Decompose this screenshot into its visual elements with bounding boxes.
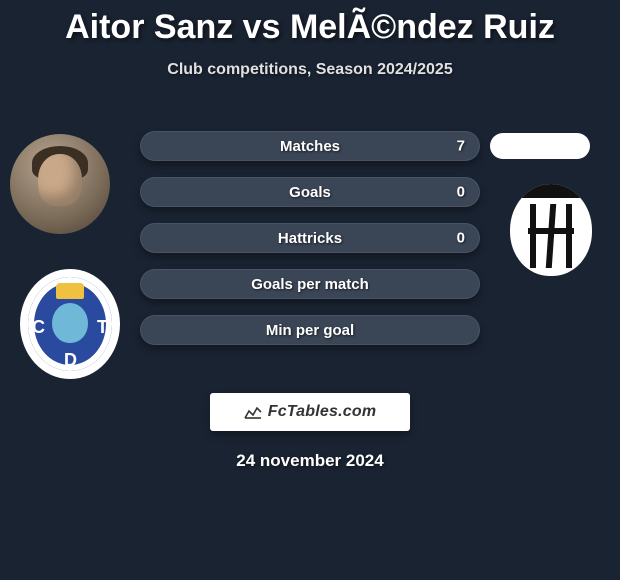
stat-value: 7 <box>457 138 465 155</box>
branding-bar[interactable]: FcTables.com <box>210 393 410 431</box>
club-logo-left: C T D <box>20 269 120 379</box>
stat-value: 0 <box>457 230 465 247</box>
club-letter-t: T <box>97 317 108 338</box>
branding-text: FcTables.com <box>268 403 377 421</box>
stat-label: Hattricks <box>278 230 342 247</box>
player-left-avatar <box>10 134 110 234</box>
stat-row-goals-per-match: Goals per match <box>140 269 480 299</box>
stat-label: Matches <box>280 138 340 155</box>
club-logo-right <box>510 184 592 276</box>
stat-row-matches: Matches 7 <box>140 131 480 161</box>
crown-icon <box>56 283 84 299</box>
subtitle: Club competitions, Season 2024/2025 <box>0 61 620 79</box>
club-letter-d: D <box>64 350 77 371</box>
stat-bars: Matches 7 Goals 0 Hattricks 0 Goals per … <box>140 131 480 361</box>
stripe-icon <box>566 204 572 268</box>
player-right-avatar <box>490 133 590 159</box>
stat-label: Goals <box>289 184 331 201</box>
stripe-icon <box>528 228 574 234</box>
chart-icon <box>244 405 262 419</box>
page-title: Aitor Sanz vs MelÃ©ndez Ruiz <box>0 0 620 47</box>
stat-row-hattricks: Hattricks 0 <box>140 223 480 253</box>
stat-label: Min per goal <box>266 322 354 339</box>
stat-label: Goals per match <box>251 276 369 293</box>
stat-value: 0 <box>457 184 465 201</box>
bat-wing-icon <box>514 184 588 198</box>
stripe-icon <box>530 204 536 268</box>
comparison-panel: C T D Matches 7 Goals 0 Hattricks 0 Goal… <box>0 109 620 389</box>
club-letter-c: C <box>32 317 45 338</box>
stripe-icon <box>546 204 556 268</box>
date-label: 24 november 2024 <box>0 451 620 471</box>
club-face-icon <box>52 303 88 343</box>
stat-row-min-per-goal: Min per goal <box>140 315 480 345</box>
stat-row-goals: Goals 0 <box>140 177 480 207</box>
